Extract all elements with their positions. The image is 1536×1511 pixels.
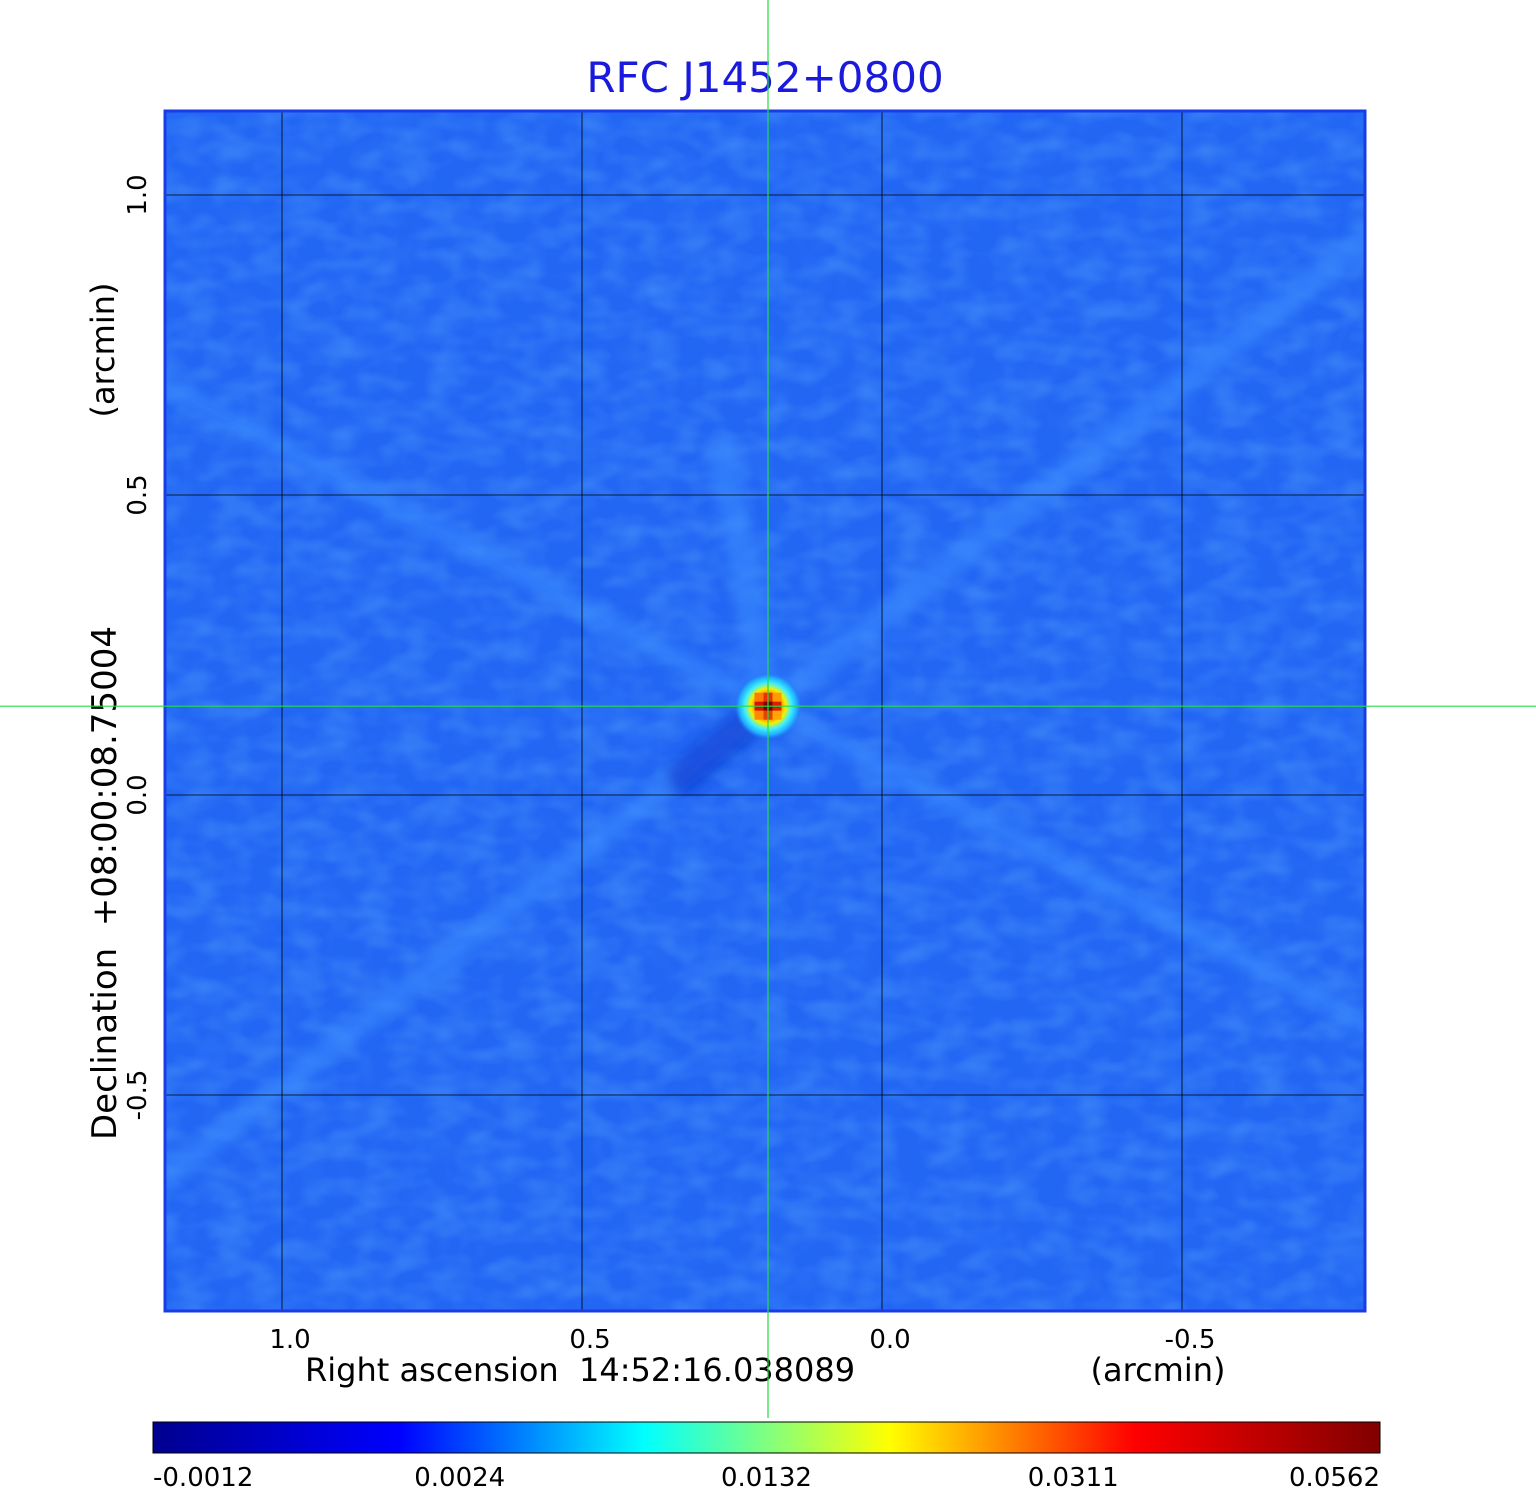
colorbar-tick-labels: -0.0012 0.0024 0.0132 0.0311 0.0562: [153, 1463, 1380, 1493]
sidelobe-streak-5: [707, 435, 783, 722]
y-tick-label-0.0: 0.0: [123, 774, 153, 815]
colorbar-tick-label-2: 0.0132: [721, 1463, 812, 1493]
colorbar-tick-label-1: 0.0024: [414, 1463, 505, 1493]
sidelobe-streak-1: [755, 223, 1365, 720]
grid: [165, 111, 1365, 1311]
x-tick-label-0.5: 0.5: [569, 1325, 610, 1355]
x-axis-tick-labels: 1.0 0.5 0.0 -0.5: [269, 1325, 1215, 1355]
x-tick-label-0.0: 0.0: [869, 1325, 910, 1355]
source-pixel-1: [754, 692, 764, 702]
colorbar-tick-label-4: 0.0562: [1289, 1463, 1380, 1493]
colorbar: -0.0012 0.0024 0.0132 0.0311 0.0562: [152, 1421, 1381, 1493]
colorbar-tick-label-0: -0.0012: [153, 1463, 253, 1493]
sidelobe-streak-4: [165, 374, 778, 717]
chart-title: RFC J1452+0800: [586, 53, 943, 102]
source-pixel-7: [754, 710, 764, 720]
x-tick-label--0.5: -0.5: [1165, 1325, 1216, 1355]
x-axis-unit: (arcmin): [1091, 1351, 1226, 1389]
source-pixel-9: [772, 710, 782, 720]
plot-area: [163, 109, 1367, 1313]
x-tick-label-1.0: 1.0: [269, 1325, 310, 1355]
y-tick-label-1.0: 1.0: [123, 174, 153, 215]
plot-frame: [163, 109, 1367, 1313]
colorbar-tick-label-3: 0.0311: [1028, 1463, 1119, 1493]
x-axis-label: Right ascension 14:52:16.038089: [305, 1351, 855, 1389]
y-tick-label-0.5: 0.5: [123, 474, 153, 515]
sidelobe-streak-3: [758, 696, 1365, 1035]
y-tick-label--0.5: -0.5: [123, 1070, 153, 1121]
sidelobe-streak-2: [165, 695, 779, 1192]
y-axis-unit: (arcmin): [84, 283, 122, 418]
crosshair: [0, 0, 1536, 1418]
source-pixel-3: [772, 692, 782, 702]
colorbar-gradient: [152, 1421, 1381, 1454]
y-axis-tick-labels: -0.5 0.0 0.5 1.0: [123, 174, 153, 1120]
sidelobe-streaks: [165, 223, 1365, 1192]
y-axis-label: Declination +08:00:08.75004: [85, 626, 125, 1140]
